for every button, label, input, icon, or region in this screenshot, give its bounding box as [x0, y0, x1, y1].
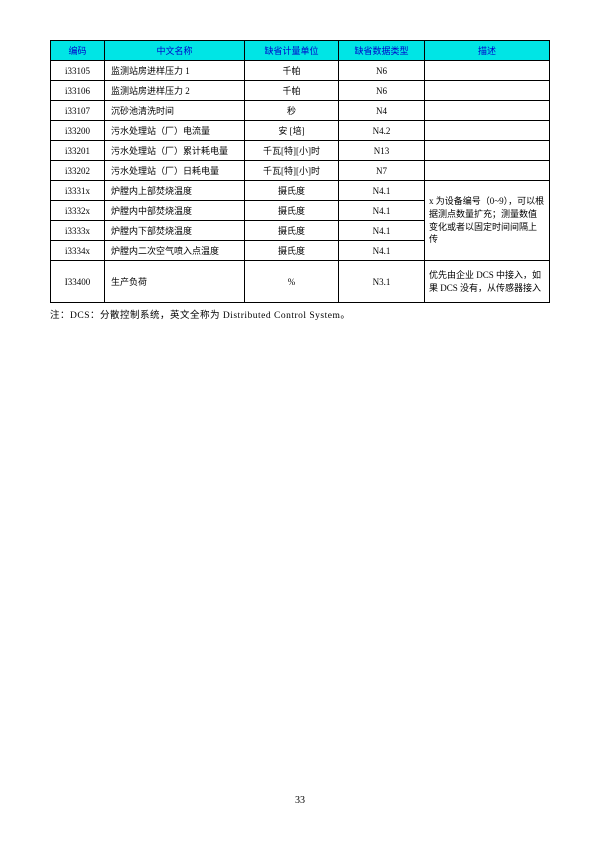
- cell-unit: 摄氏度: [245, 241, 339, 261]
- cell-code: i3331x: [51, 181, 105, 201]
- col-header-name: 中文名称: [105, 41, 245, 61]
- cell-name: 监测站房进样压力 2: [105, 81, 245, 101]
- cell-desc: [425, 121, 550, 141]
- cell-code: i33105: [51, 61, 105, 81]
- table-row: i33202 污水处理站（厂）日耗电量 千瓦[特][小]时 N7: [51, 161, 550, 181]
- cell-unit: 千帕: [245, 81, 339, 101]
- cell-type: N4.1: [339, 221, 425, 241]
- cell-desc: [425, 161, 550, 181]
- col-header-desc: 描述: [425, 41, 550, 61]
- cell-type: N4.1: [339, 181, 425, 201]
- cell-desc: [425, 101, 550, 121]
- cell-name: 炉膛内上部焚烧温度: [105, 181, 245, 201]
- table-row: I33400 生产负荷 % N3.1 优先由企业 DCS 中接入，如果 DCS …: [51, 261, 550, 303]
- cell-unit: %: [245, 261, 339, 303]
- cell-name: 污水处理站（厂）电流量: [105, 121, 245, 141]
- cell-type: N3.1: [339, 261, 425, 303]
- cell-type: N4.1: [339, 241, 425, 261]
- cell-type: N6: [339, 61, 425, 81]
- cell-unit: 摄氏度: [245, 201, 339, 221]
- cell-type: N4.1: [339, 201, 425, 221]
- table-header-row: 编码 中文名称 缺省计量单位 缺省数据类型 描述: [51, 41, 550, 61]
- cell-code: i33201: [51, 141, 105, 161]
- cell-desc: 优先由企业 DCS 中接入，如果 DCS 没有，从传感器接入: [425, 261, 550, 303]
- table-row: i33105 监测站房进样压力 1 千帕 N6: [51, 61, 550, 81]
- table-row: i3331x 炉膛内上部焚烧温度 摄氏度 N4.1 x 为设备编号（0~9），可…: [51, 181, 550, 201]
- table-row: i33107 沉砂池清洗时间 秒 N4: [51, 101, 550, 121]
- cell-desc-merged: x 为设备编号（0~9），可以根据测点数量扩充；测量数值变化或者以固定时间间隔上…: [425, 181, 550, 261]
- cell-type: N4: [339, 101, 425, 121]
- cell-code: i33202: [51, 161, 105, 181]
- col-header-unit: 缺省计量单位: [245, 41, 339, 61]
- cell-code: i3333x: [51, 221, 105, 241]
- table-row: i33200 污水处理站（厂）电流量 安 [培] N4.2: [51, 121, 550, 141]
- cell-name: 炉膛内中部焚烧温度: [105, 201, 245, 221]
- cell-name: 污水处理站（厂）累计耗电量: [105, 141, 245, 161]
- cell-unit: 安 [培]: [245, 121, 339, 141]
- cell-name: 污水处理站（厂）日耗电量: [105, 161, 245, 181]
- cell-unit: 摄氏度: [245, 181, 339, 201]
- cell-code: i3332x: [51, 201, 105, 221]
- cell-name: 炉膛内下部焚烧温度: [105, 221, 245, 241]
- cell-code: i33200: [51, 121, 105, 141]
- cell-type: N13: [339, 141, 425, 161]
- cell-unit: 秒: [245, 101, 339, 121]
- table-row: i33106 监测站房进样压力 2 千帕 N6: [51, 81, 550, 101]
- col-header-type: 缺省数据类型: [339, 41, 425, 61]
- cell-code: i33107: [51, 101, 105, 121]
- data-table: 编码 中文名称 缺省计量单位 缺省数据类型 描述 i33105 监测站房进样压力…: [50, 40, 550, 303]
- table-row: i33201 污水处理站（厂）累计耗电量 千瓦[特][小]时 N13: [51, 141, 550, 161]
- page-number: 33: [0, 795, 600, 806]
- cell-type: N7: [339, 161, 425, 181]
- cell-name: 生产负荷: [105, 261, 245, 303]
- cell-name: 炉膛内二次空气喷入点温度: [105, 241, 245, 261]
- cell-code: i3334x: [51, 241, 105, 261]
- cell-name: 沉砂池清洗时间: [105, 101, 245, 121]
- col-header-code: 编码: [51, 41, 105, 61]
- cell-type: N6: [339, 81, 425, 101]
- footnote: 注：DCS：分散控制系统，英文全称为 Distributed Control S…: [50, 307, 550, 321]
- cell-desc: [425, 81, 550, 101]
- cell-desc: [425, 61, 550, 81]
- cell-unit: 千帕: [245, 61, 339, 81]
- cell-type: N4.2: [339, 121, 425, 141]
- cell-code: I33400: [51, 261, 105, 303]
- cell-unit: 摄氏度: [245, 221, 339, 241]
- cell-name: 监测站房进样压力 1: [105, 61, 245, 81]
- cell-unit: 千瓦[特][小]时: [245, 161, 339, 181]
- cell-unit: 千瓦[特][小]时: [245, 141, 339, 161]
- cell-desc: [425, 141, 550, 161]
- cell-code: i33106: [51, 81, 105, 101]
